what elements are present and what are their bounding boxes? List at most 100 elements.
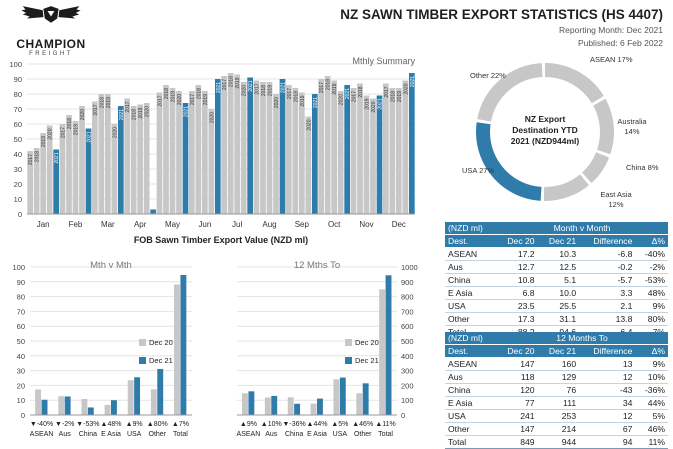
table-cell: 46% xyxy=(635,422,668,436)
column-header: Difference xyxy=(579,344,636,359)
bar xyxy=(240,82,247,214)
x-tick-label: Total xyxy=(378,431,393,438)
table-cell: 76 xyxy=(537,383,580,397)
table-cell: 118 xyxy=(496,370,538,385)
bar xyxy=(389,88,396,214)
bar-year-label: 2019 xyxy=(300,95,306,106)
column-header: Dec 20 xyxy=(496,234,538,249)
x-tick-label: Aus xyxy=(265,431,278,438)
bar xyxy=(208,109,215,214)
table-cell: 849 xyxy=(496,435,538,449)
legend-label: Dec 20 xyxy=(149,338,173,347)
table-cell: 160 xyxy=(537,357,580,372)
table-total-row: Total 849 944 94 11% xyxy=(445,435,668,449)
y-tick-label: 10 xyxy=(14,195,22,204)
table-cell: 9% xyxy=(635,357,668,372)
bar xyxy=(294,403,301,415)
table-cell: -43 xyxy=(579,383,636,397)
bar xyxy=(324,76,331,214)
bar xyxy=(180,274,187,415)
bar-year-label: 2021 xyxy=(151,212,157,223)
table-cell: 12.5 xyxy=(537,260,580,275)
change-label: ▲10% xyxy=(261,421,282,428)
x-tick-label: Nov xyxy=(359,220,373,229)
table-cell: 94 xyxy=(579,435,636,449)
table-title-row: (NZD ml) Month v Month xyxy=(445,222,668,236)
bar xyxy=(242,393,248,415)
y-tick-label: 50 xyxy=(17,337,25,346)
bar xyxy=(298,92,305,214)
page-title: NZ SAWN TIMBER EXPORT STATISTICS (HS 440… xyxy=(340,7,663,22)
x-tick-label: USA xyxy=(333,431,348,438)
x-tick-label: Aus xyxy=(59,431,72,438)
bar xyxy=(227,73,234,214)
legend-label: Dec 21 xyxy=(149,356,173,365)
bar-year-label: 2021 xyxy=(216,82,222,93)
slice-label: ASEAN 17% xyxy=(590,55,633,64)
bar xyxy=(137,104,144,214)
bar-year-label: 2018 xyxy=(390,91,396,102)
legend-swatch xyxy=(345,339,352,346)
bar xyxy=(318,79,325,214)
bar xyxy=(64,396,71,415)
bar-year-label: 2017 xyxy=(319,82,325,93)
bar xyxy=(104,404,111,415)
bar xyxy=(285,85,292,214)
bar-year-label: 2019 xyxy=(138,107,144,118)
table-cell: 31.1 xyxy=(537,312,580,326)
y-tick-label: 10 xyxy=(17,396,25,405)
table-row: E Asia 77 111 34 44% xyxy=(445,396,668,410)
x-tick-label: May xyxy=(165,220,180,229)
table-cell: 10.8 xyxy=(496,273,538,287)
table-cell: 3.3 xyxy=(579,286,636,300)
bar xyxy=(310,403,317,415)
table-cell: Aus xyxy=(445,370,497,385)
table-cell: 129 xyxy=(537,370,580,385)
table-cell: 241 xyxy=(496,409,538,423)
bar-year-label: 2020 xyxy=(339,94,345,105)
table-cell: 147 xyxy=(496,357,538,372)
bar xyxy=(176,91,182,214)
bar xyxy=(344,85,351,214)
x-tick-label: USA xyxy=(127,431,142,438)
twelve-months-table: (NZD ml) 12 Months To Dest. Dec 20 Dec 2… xyxy=(445,332,668,449)
y-tick-label: 0 xyxy=(401,411,405,420)
bar xyxy=(214,79,221,214)
x-tick-label: ASEAN xyxy=(30,431,54,438)
bar xyxy=(273,94,279,214)
column-header: Dec 20 xyxy=(496,344,538,359)
column-header: Δ% xyxy=(635,234,668,249)
x-tick-label: Aug xyxy=(262,220,276,229)
bar xyxy=(79,106,85,214)
x-axis-title: FOB Sawn Timber Export Value (NZD ml) xyxy=(134,235,308,245)
bar xyxy=(362,383,369,415)
y-tick-label: 800 xyxy=(401,293,414,302)
x-tick-label: Mar xyxy=(101,220,115,229)
brand-name: CHAMPION xyxy=(16,37,86,51)
bar xyxy=(195,85,202,214)
change-label: ▲44% xyxy=(307,421,328,428)
unit-label: (NZD ml) xyxy=(445,332,497,346)
chart-title: Mthly Summary xyxy=(352,56,415,66)
change-label: ▲9% xyxy=(126,421,143,428)
y-tick-label: 0 xyxy=(21,411,25,420)
bar xyxy=(234,74,241,214)
bar-year-label: 2018 xyxy=(229,76,235,87)
unit-label: (NZD ml) xyxy=(445,222,497,236)
y-tick-label: 80 xyxy=(14,90,22,99)
table-row: E Asia 6.8 10.0 3.3 48% xyxy=(445,286,668,300)
bar xyxy=(264,397,271,415)
table-cell: 2.1 xyxy=(579,299,636,313)
table-title: 12 Months To xyxy=(496,332,668,346)
table-cell: -36% xyxy=(635,383,668,397)
bar xyxy=(402,80,409,214)
bar-year-label: 2019 xyxy=(203,94,209,105)
bar xyxy=(111,400,117,415)
bar xyxy=(408,73,415,214)
table-cell: 17.2 xyxy=(496,247,538,262)
y-tick-label: 70 xyxy=(14,105,22,114)
bar xyxy=(182,103,189,214)
x-tick-label: Feb xyxy=(69,220,83,229)
table-cell: 214 xyxy=(537,422,580,436)
bar-year-label: 2017 xyxy=(384,86,390,97)
